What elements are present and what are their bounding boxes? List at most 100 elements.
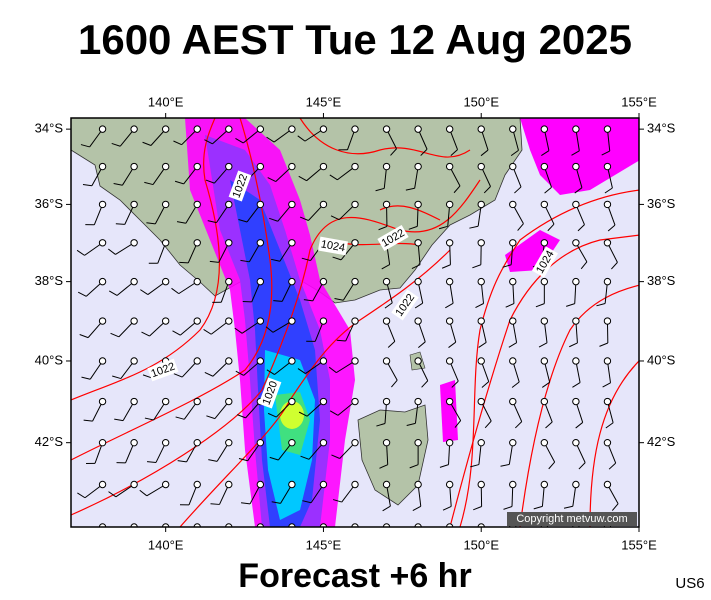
station xyxy=(540,397,549,406)
station xyxy=(445,357,454,365)
wind-barb-flag xyxy=(203,533,210,538)
wind-barb-flag xyxy=(240,259,250,263)
wind-barb-flag xyxy=(173,140,182,146)
station xyxy=(477,239,485,247)
wind-barb-flag xyxy=(514,421,523,429)
wind-barb-flag xyxy=(140,289,149,295)
station xyxy=(193,277,201,286)
station xyxy=(414,277,422,286)
wind-barb-flag xyxy=(76,249,85,256)
wind-barb-flag xyxy=(420,148,428,156)
wind-barb-flag xyxy=(301,257,311,262)
station xyxy=(351,200,359,209)
station xyxy=(382,480,391,489)
station xyxy=(256,438,265,447)
wind-barb-flag xyxy=(171,287,180,295)
wind-barb-flag xyxy=(574,187,583,194)
station xyxy=(603,200,612,209)
station xyxy=(98,438,107,447)
wind-barb-flag xyxy=(269,456,279,461)
y-tick-label: 34°S xyxy=(35,121,64,136)
station xyxy=(225,357,233,365)
wind-barb xyxy=(133,526,135,527)
wind-barb-flag xyxy=(607,224,616,232)
wind-barb-flag xyxy=(454,420,462,428)
station xyxy=(603,480,612,489)
wind-barb-flag xyxy=(110,332,120,338)
station xyxy=(319,200,328,209)
wind-barb-flag xyxy=(438,225,448,230)
station xyxy=(445,277,454,286)
station xyxy=(225,397,233,406)
wind-barb-flag xyxy=(300,455,310,460)
run-code: US6 xyxy=(675,575,704,592)
wind-barb xyxy=(386,526,388,527)
wind-barb-flag xyxy=(267,177,277,182)
station xyxy=(256,277,265,286)
station xyxy=(540,162,549,171)
wind-barb-flag xyxy=(470,464,480,468)
station xyxy=(445,200,454,209)
station xyxy=(603,162,612,171)
station xyxy=(193,438,201,447)
wind-barb-flag xyxy=(578,462,586,470)
station xyxy=(193,162,201,171)
wind-barb xyxy=(259,526,261,527)
wind-barb-flag xyxy=(297,135,306,142)
wind-barb-flag xyxy=(207,220,217,224)
wind-barb-flag xyxy=(453,185,461,194)
copyright-box xyxy=(507,512,637,526)
station xyxy=(572,239,580,247)
station xyxy=(319,162,328,171)
x-tick-label: 145°E xyxy=(306,537,342,552)
station xyxy=(382,397,391,406)
wind-barb-flag xyxy=(376,422,386,427)
station xyxy=(319,357,328,365)
station xyxy=(98,397,107,406)
station xyxy=(603,438,612,447)
wind-barb-flag xyxy=(500,463,510,467)
wind-barb-flag xyxy=(111,142,121,147)
forecast-label: Forecast +6 hr xyxy=(238,557,471,595)
wind-barb-flag xyxy=(267,412,277,418)
wind-barb xyxy=(291,526,292,527)
wind-barb-flag xyxy=(210,503,220,505)
station xyxy=(540,125,549,133)
wind-barb-flag xyxy=(416,548,423,553)
wind-barb-flag xyxy=(538,342,548,348)
station xyxy=(225,239,233,247)
station xyxy=(161,125,170,133)
wind-barb-flag xyxy=(144,181,154,186)
wind-barb-flag xyxy=(208,459,218,462)
station xyxy=(193,125,201,133)
station xyxy=(477,357,485,365)
station xyxy=(256,357,265,365)
wind-barb-flag xyxy=(390,148,397,156)
wind-barb-flag xyxy=(566,303,575,307)
wind-barb-flag xyxy=(241,502,251,505)
station xyxy=(351,162,359,171)
wind-barb-flag xyxy=(336,339,346,342)
station xyxy=(130,480,138,489)
wind-barb-flag xyxy=(297,368,306,375)
wind-barb-flag xyxy=(472,264,482,269)
wind-barb-flag xyxy=(113,182,123,186)
wind-barb-flag xyxy=(605,422,614,429)
station xyxy=(509,200,517,209)
wind-barb-flag xyxy=(387,341,396,348)
contour-label-box xyxy=(147,358,179,382)
wind-barb-flag xyxy=(328,366,337,374)
wind-barb-flag xyxy=(601,150,610,156)
station xyxy=(130,239,138,247)
wind-barb-flag xyxy=(599,342,609,347)
wind-barb-flag xyxy=(541,150,550,156)
wind-barb-flag xyxy=(299,216,309,221)
wind-barb-flag xyxy=(571,150,580,156)
wind-barb-flag xyxy=(596,303,606,307)
wind-barb-flag xyxy=(567,549,575,552)
station xyxy=(161,480,170,489)
station xyxy=(382,125,391,133)
contour-label-box xyxy=(531,246,559,278)
wind-barb-flag xyxy=(563,505,573,509)
wind-barb-flag xyxy=(142,141,152,146)
